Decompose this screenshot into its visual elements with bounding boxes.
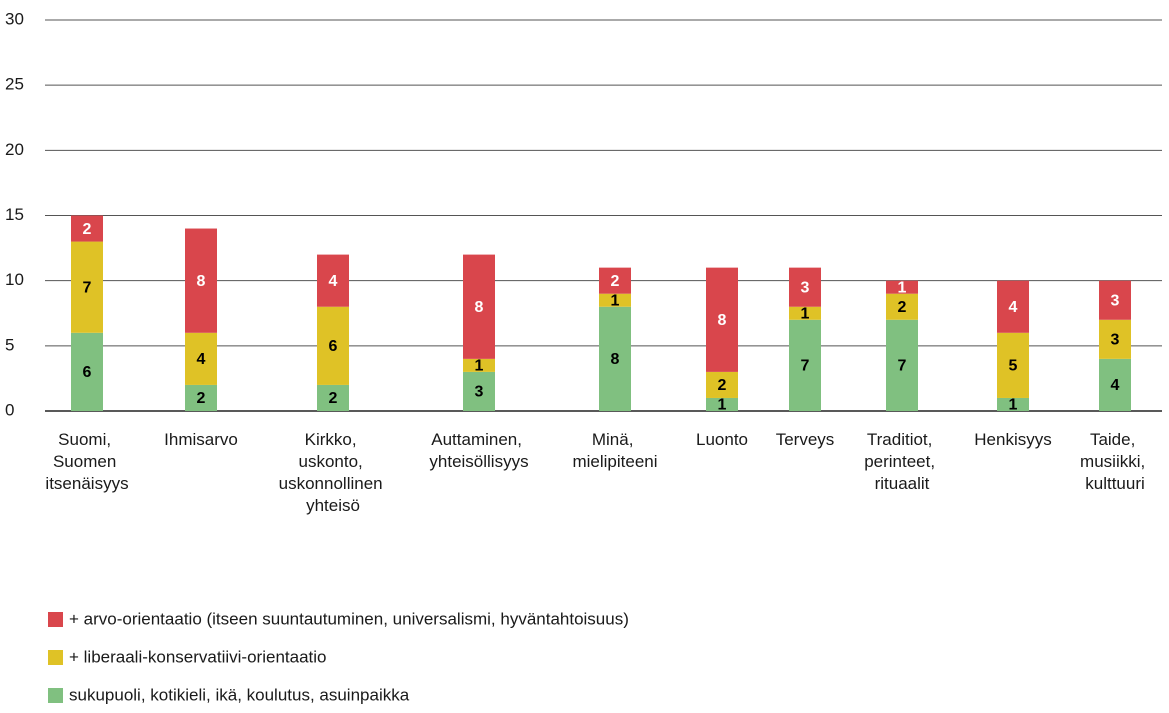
data-label: 5	[1009, 358, 1018, 375]
data-label: 3	[1111, 332, 1120, 349]
bar-segment	[185, 384, 217, 411]
bar-segment	[886, 280, 918, 294]
data-label: 6	[329, 338, 338, 355]
data-label: 1	[475, 358, 484, 375]
data-label: 3	[475, 384, 484, 401]
bar-segment	[317, 254, 349, 307]
data-label: 2	[83, 221, 92, 238]
data-label: 3	[801, 279, 810, 296]
bar-segment	[706, 267, 738, 372]
data-label: 2	[611, 273, 620, 290]
bar-segment	[886, 293, 918, 320]
bar-segment	[789, 319, 821, 411]
bar-segment	[599, 293, 631, 307]
x-tick-label: Taide, musiikki, kulttuuri	[1080, 430, 1150, 493]
bar-segment	[185, 332, 217, 385]
data-label: 6	[83, 364, 92, 381]
x-tick-label: Ihmisarvo	[164, 430, 238, 449]
bar-segment	[71, 215, 103, 242]
x-tick-label: Minä, mielipiteeni	[572, 430, 657, 471]
data-label: 1	[611, 292, 620, 309]
x-tick-label: Traditiot, perinteet, rituaalit	[864, 430, 940, 493]
bar-segment	[317, 384, 349, 411]
x-tick-label: Henkisyys	[974, 430, 1051, 449]
y-tick-label: 10	[5, 270, 24, 289]
data-label: 1	[898, 279, 907, 296]
bar-segment	[789, 306, 821, 320]
bar-segment	[463, 254, 495, 359]
data-label: 1	[801, 305, 810, 322]
data-label: 7	[83, 279, 92, 296]
data-label: 8	[197, 273, 206, 290]
y-tick-label: 30	[5, 9, 24, 28]
bar-segment	[997, 332, 1029, 398]
data-label: 4	[1111, 377, 1120, 394]
data-label: 4	[1009, 299, 1018, 316]
data-label: 4	[197, 351, 206, 368]
bar-segment	[71, 241, 103, 333]
data-label: 2	[898, 299, 907, 316]
data-label: 4	[329, 273, 338, 290]
bar-segment	[886, 319, 918, 411]
bar-segment	[789, 267, 821, 307]
data-label: 8	[718, 312, 727, 329]
bar-segment	[997, 397, 1029, 411]
data-label: 7	[898, 358, 907, 375]
bar-segment	[185, 228, 217, 333]
x-tick-label: Luonto	[696, 430, 748, 449]
bar-segment	[599, 306, 631, 411]
bar-segment	[463, 358, 495, 372]
y-tick-label: 25	[5, 75, 24, 94]
bar-segment	[1099, 358, 1131, 411]
x-tick-label: Suomi, Suomen itsenäisyys	[45, 430, 128, 493]
bar-segment	[317, 306, 349, 385]
bar-segment	[706, 371, 738, 398]
y-tick-label: 0	[5, 400, 14, 419]
x-tick-label: Auttaminen, yhteisöllisyys	[429, 430, 528, 471]
y-tick-label: 15	[5, 205, 24, 224]
legend-label: + arvo-orientaatio (itseen suuntautumine…	[69, 609, 629, 628]
data-label: 2	[329, 390, 338, 407]
bar-segment	[463, 371, 495, 411]
data-label: 3	[1111, 292, 1120, 309]
bar-segment	[1099, 319, 1131, 359]
data-label: 1	[1009, 397, 1018, 414]
bar-segment	[706, 397, 738, 411]
data-label: 8	[611, 351, 620, 368]
x-tick-label: Terveys	[776, 430, 835, 449]
legend-label: sukupuoli, kotikieli, ikä, koulutus, asu…	[69, 685, 410, 704]
data-label: 2	[197, 390, 206, 407]
bar-segment	[599, 267, 631, 294]
legend-label: + liberaali-konservatiivi-orientaatio	[69, 647, 326, 666]
x-tick-label: Kirkko, uskonto, uskonnollinen yhteisö	[279, 430, 388, 515]
bar-segment	[1099, 280, 1131, 320]
data-label: 7	[801, 358, 810, 375]
legend-swatch	[48, 688, 63, 703]
legend-swatch	[48, 650, 63, 665]
bar-segment	[71, 332, 103, 411]
bar-segment	[997, 280, 1029, 333]
y-tick-label: 20	[5, 140, 24, 159]
y-tick-label: 5	[5, 335, 14, 354]
data-label: 1	[718, 397, 727, 414]
data-label: 8	[475, 299, 484, 316]
data-label: 2	[718, 377, 727, 394]
legend-swatch	[48, 612, 63, 627]
